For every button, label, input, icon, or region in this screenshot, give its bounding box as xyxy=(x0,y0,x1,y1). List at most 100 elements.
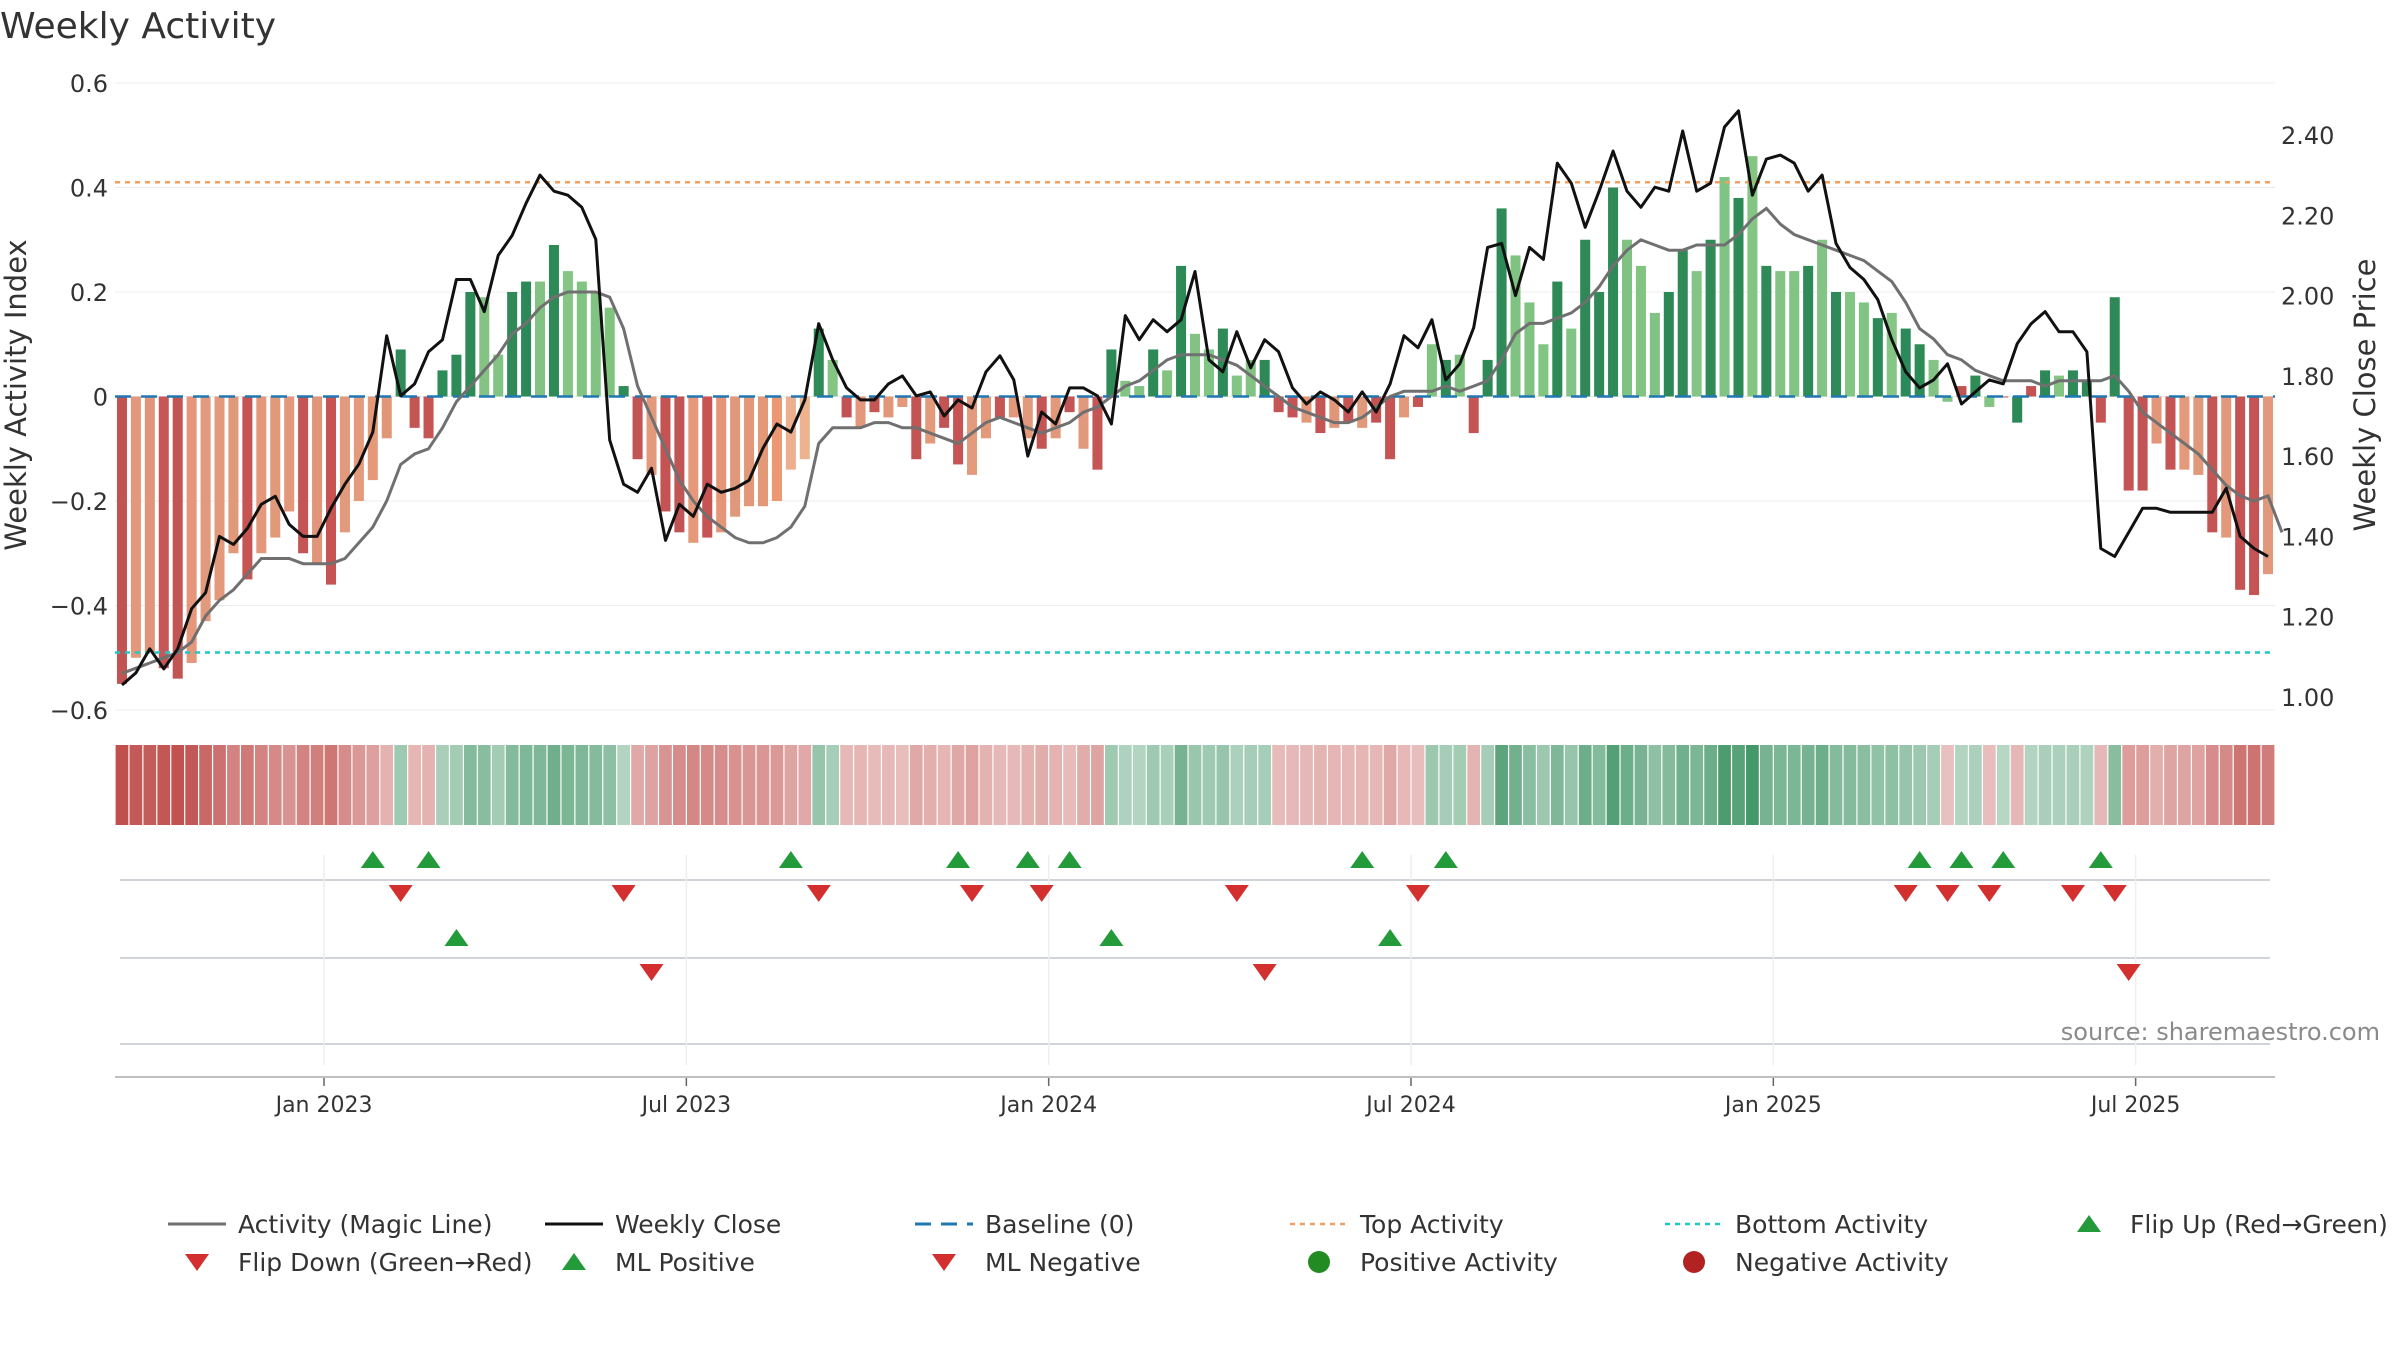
activity-bar xyxy=(1092,396,1103,470)
activity-bar xyxy=(994,396,1005,418)
activity-bar xyxy=(1078,396,1089,449)
heat-strip-cell xyxy=(1899,745,1913,825)
flip-down-marker xyxy=(2102,885,2127,902)
heat-strip-cell xyxy=(1230,745,1244,825)
heat-strip-cell xyxy=(115,745,129,825)
legend-swatch xyxy=(932,1254,956,1271)
heat-strip-cell xyxy=(1690,745,1704,825)
activity-bar xyxy=(1705,239,1716,397)
activity-bar xyxy=(1134,386,1145,397)
activity-bar xyxy=(562,271,573,397)
activity-bar xyxy=(381,396,392,439)
heat-strip-cell xyxy=(143,745,157,825)
activity-bar xyxy=(1148,349,1159,397)
activity-bar xyxy=(1608,187,1619,397)
activity-bar xyxy=(1231,375,1242,397)
heat-strip-cell xyxy=(1439,745,1453,825)
activity-bar xyxy=(1817,239,1828,397)
heat-strip-cell xyxy=(1021,745,1035,825)
heat-strip-cell xyxy=(394,745,408,825)
ml-positive-marker xyxy=(1378,929,1403,946)
activity-bar xyxy=(548,244,559,397)
flip-down-marker xyxy=(611,885,636,902)
heat-strip-cell xyxy=(1746,745,1759,825)
heat-strip-cell xyxy=(1885,745,1899,825)
heat-strip-cell xyxy=(1272,745,1285,825)
activity-bar xyxy=(312,396,323,564)
heat-strip-cell xyxy=(1355,745,1369,825)
activity-bar xyxy=(1273,396,1284,413)
activity-bar xyxy=(1831,292,1842,397)
magic-line xyxy=(121,206,2284,675)
flip-down-marker xyxy=(1029,885,1054,902)
heat-strip-cell xyxy=(784,745,798,825)
heat-strip-cell xyxy=(2178,745,2191,825)
heat-strip-cell xyxy=(714,745,728,825)
legend-swatch xyxy=(185,1254,209,1271)
activity-bar xyxy=(1468,396,1479,434)
activity-bar xyxy=(395,349,406,397)
heat-strip-cell xyxy=(1007,745,1021,825)
axes-layer: −0.6 −0.4 −0.2 0 0.2 0.4 0.6 1.00 1.20 1.40 1.60 1.… xyxy=(50,70,2335,725)
activity-bar xyxy=(1357,396,1368,428)
activity-bar xyxy=(1635,265,1646,397)
heat-strip-cell xyxy=(770,745,784,825)
activity-bar xyxy=(771,396,782,501)
heat-strip-cell xyxy=(1314,745,1327,825)
heat-strip-cell xyxy=(1174,745,1188,825)
activity-bar xyxy=(1524,302,1535,397)
heat-strip-cell xyxy=(951,745,965,825)
activity-bar xyxy=(2263,396,2274,575)
heat-strip-cell xyxy=(2233,745,2247,825)
heat-strip-cell xyxy=(1592,745,1606,825)
y-tick-right: 1.80 xyxy=(2281,363,2334,391)
activity-bar xyxy=(367,396,378,481)
heat-strip-cell xyxy=(241,745,254,825)
flip-down-marker xyxy=(1405,885,1430,902)
heat-strip-cell xyxy=(227,745,240,825)
x-tick-label: Jul 2024 xyxy=(1364,1093,1456,1118)
heat-strip-cell xyxy=(1132,745,1146,825)
heat-strip-cell xyxy=(937,745,951,825)
legend-item: Positive Activity xyxy=(1308,1248,1558,1277)
legend-label: Flip Up (Red→Green) xyxy=(2130,1210,2388,1239)
x-tick-label: Jul 2023 xyxy=(640,1093,732,1118)
heat-strip-cell xyxy=(798,745,812,825)
legend-item: Negative Activity xyxy=(1683,1248,1949,1277)
heat-strip-cell xyxy=(1648,745,1662,825)
activity-bar xyxy=(1036,396,1047,449)
heat-strip-cell xyxy=(1857,745,1871,825)
heat-strip-cell xyxy=(477,745,491,825)
flip-down-marker xyxy=(1224,885,1249,902)
activity-bar xyxy=(980,396,991,439)
heat-strip-cell xyxy=(1941,745,1954,825)
heat-strip-cell xyxy=(2164,745,2177,825)
flip-up-marker xyxy=(946,851,971,868)
x-tick-label: Jan 2024 xyxy=(998,1093,1097,1118)
heat-strip-cell xyxy=(1871,745,1885,825)
heat-strip-cell xyxy=(1759,745,1773,825)
activity-bar xyxy=(1217,328,1228,397)
y-tick-left: 0.4 xyxy=(70,175,108,203)
activity-bar xyxy=(674,396,685,533)
heat-strip-cell xyxy=(868,745,881,825)
heat-strip-cell xyxy=(296,745,310,825)
activity-bar xyxy=(2179,396,2190,470)
flip-down-marker xyxy=(2060,885,2085,902)
heat-strip-cell xyxy=(1327,745,1341,825)
heat-strip-cell xyxy=(2150,745,2163,825)
heat-strip-cell xyxy=(1801,745,1815,825)
activity-bar xyxy=(1900,328,1911,397)
flip-down-marker xyxy=(806,885,831,902)
heat-strip-cell xyxy=(1105,745,1118,825)
weekly-close-line xyxy=(121,109,2269,687)
activity-bar xyxy=(1789,271,1800,397)
activity-bar xyxy=(437,370,448,397)
heat-strip-cell xyxy=(436,745,449,825)
activity-bar xyxy=(590,292,601,397)
heat-strip-cell xyxy=(1258,745,1272,825)
heat-strip-cell xyxy=(993,745,1007,825)
source-note: source: sharemaestro.com xyxy=(2061,1018,2380,1046)
heat-strip-cell xyxy=(1063,745,1076,825)
heat-strip-cell xyxy=(547,745,561,825)
